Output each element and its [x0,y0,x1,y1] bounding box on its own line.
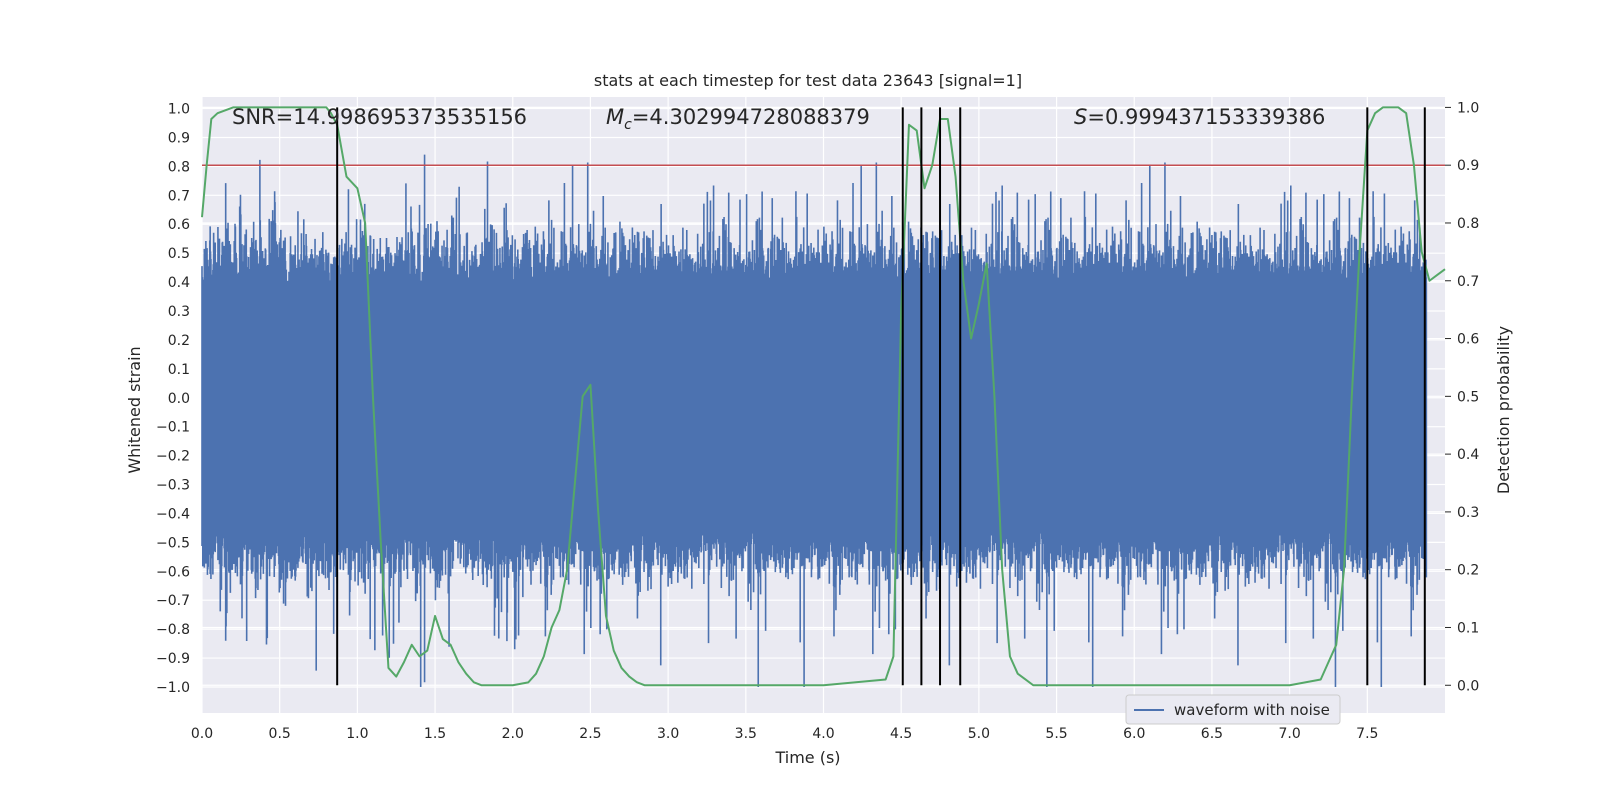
y-left-tick-label: −0.5 [156,535,190,551]
x-tick-label: 6.5 [1201,726,1223,742]
y-left-tick-label: 0.4 [168,275,190,291]
y-right-axis-ticks: 1.0 0.9 0.8 0.7 0.6 0.5 0.4 0.3 0.2 0.1 0.0 [1445,100,1479,694]
x-tick-label: 0.5 [269,726,291,742]
y-left-tick-label: −0.3 [156,478,190,494]
x-tick-label: 0.0 [191,726,213,742]
y-right-tick-label: 0.6 [1457,332,1479,348]
detection-probability-series [201,106,1446,687]
y-left-tick-label: −0.9 [156,651,190,667]
y-left-tick-label: −0.6 [156,564,190,580]
y-right-tick-label: 0.4 [1457,447,1479,463]
vertical-markers [336,107,1426,686]
x-tick-label: 5.0 [968,726,990,742]
waveform-with-noise-series [201,154,1428,687]
y-right-tick-label: 0.8 [1457,216,1479,232]
x-tick-label: 4.5 [890,726,912,742]
x-tick-label: 6.0 [1123,726,1145,742]
legend: waveform with noise [1125,694,1341,725]
chart-title: stats at each timestep for test data 236… [594,71,1022,90]
x-tick-label: 3.0 [657,726,679,742]
y-left-tick-label: −0.8 [156,622,190,638]
y-left-tick-label: 0.6 [168,217,190,233]
y-right-tick-label: 0.0 [1457,678,1479,694]
y-left-axis-ticks: 1.0 0.9 0.8 0.7 0.6 0.5 0.4 0.3 0.2 0.1 0.0 −0.1 −0.… [156,102,190,696]
y-left-axis-label: Whitened strain [125,346,144,473]
y-left-tick-label: 0.0 [168,391,190,407]
y-left-tick-label: −0.1 [156,420,190,436]
y-left-tick-label: −0.7 [156,593,190,609]
y-left-tick-label: 0.7 [168,188,190,204]
y-left-tick-label: −1.0 [156,680,190,696]
detection-probability-line [201,106,1446,687]
x-tick-label: 3.5 [735,726,757,742]
y-left-tick-label: 0.9 [168,130,190,146]
y-left-tick-label: −0.4 [156,506,190,522]
y-left-tick-label: 0.8 [168,159,190,175]
y-left-tick-label: 0.1 [168,362,190,378]
legend-label-waveform: waveform with noise [1174,701,1330,719]
y-right-tick-label: 1.0 [1457,100,1479,116]
x-tick-label: 4.0 [812,726,834,742]
x-tick-label: 5.5 [1045,726,1067,742]
y-right-tick-label: 0.7 [1457,274,1479,290]
x-tick-label: 7.0 [1278,726,1300,742]
y-right-tick-label: 0.1 [1457,620,1479,636]
x-tick-label: 2.5 [579,726,601,742]
y-left-tick-label: 0.3 [168,304,190,320]
x-tick-label: 1.5 [424,726,446,742]
waveform-core [202,316,1427,502]
x-axis-ticks: 0.0 0.5 1.0 1.5 2.0 2.5 3.0 3.5 4.0 4.5 5.0 5.5 6.0 6… [191,726,1379,742]
legend-box [1125,694,1341,725]
s-annotation: S=0.999437153339386 [1074,105,1325,129]
x-tick-label: 2.0 [502,726,524,742]
x-tick-label: 1.0 [346,726,368,742]
y-left-tick-label: 0.2 [168,333,190,349]
y-right-tick-label: 0.2 [1457,563,1479,579]
chirp-mass-annotation: Mc=4.302994728088379 [606,105,870,133]
y-right-tick-label: 0.5 [1457,389,1479,405]
y-right-axis-label: Detection probability [1494,326,1513,494]
y-right-tick-label: 0.9 [1457,158,1479,174]
y-left-tick-label: −0.2 [156,449,190,465]
snr-annotation: SNR=14.998695373535156 [232,105,527,129]
y-right-tick-label: 0.3 [1457,505,1479,521]
x-axis-label: Time (s) [774,748,840,767]
x-tick-label: 7.5 [1356,726,1378,742]
y-left-tick-label: 0.5 [168,246,190,262]
y-left-tick-label: 1.0 [168,102,190,118]
